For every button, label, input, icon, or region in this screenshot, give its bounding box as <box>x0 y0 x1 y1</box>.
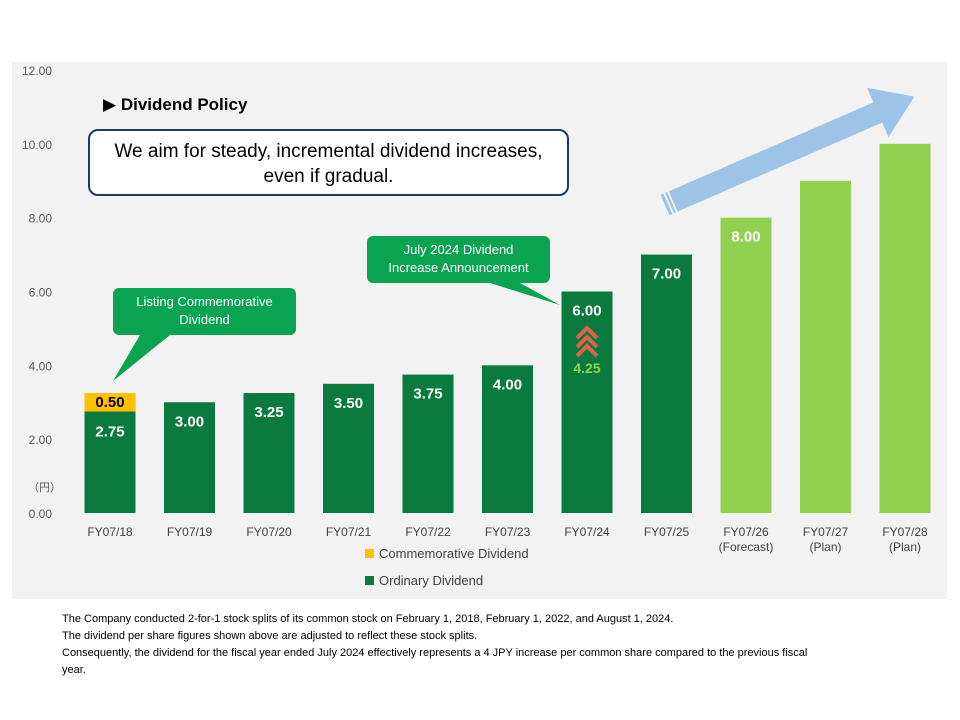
y-tick-label: 12.00 <box>22 64 52 78</box>
footnote-1: The Company conducted 2-for-1 stock spli… <box>62 613 674 625</box>
bar-ordinary-6 <box>561 291 613 513</box>
bar-ordinary-1 <box>164 402 215 513</box>
policy-title-text: Dividend Policy <box>120 95 248 114</box>
legend-label: Commemorative Dividend <box>379 546 529 561</box>
x-tick-label: FY07/25 <box>644 525 690 539</box>
policy-statement-line2: even if gradual. <box>263 166 394 187</box>
july-2024-callout: July 2024 Dividend Increase Announcement <box>367 236 550 283</box>
x-tick-label: FY07/28 <box>882 525 928 539</box>
bar-ordinary-5 <box>482 365 533 513</box>
growth-trend-arrow-icon <box>660 87 915 216</box>
bar-ordinary-4 <box>402 374 454 513</box>
x-tick-label: FY07/18 <box>87 525 133 539</box>
legend-swatch <box>365 576 374 585</box>
bar-ordinary-9 <box>800 180 851 513</box>
footnote-4: year. <box>62 664 86 676</box>
data-label-ordinary: 3.25 <box>254 404 283 421</box>
x-tick-label: FY07/19 <box>167 525 213 539</box>
y-tick-label: 2.00 <box>29 433 53 447</box>
x-tick-label: (Plan) <box>889 540 921 554</box>
y-tick-label: 6.00 <box>29 286 53 300</box>
bar-ordinary-0 <box>84 411 136 513</box>
x-tick-label: FY07/24 <box>564 525 610 539</box>
data-label-ordinary: 4.00 <box>493 376 522 393</box>
july-callout-tail <box>490 283 560 305</box>
x-tick-label: (Plan) <box>809 540 841 554</box>
x-tick-label: FY07/26 <box>723 525 769 539</box>
bar-ordinary-10 <box>879 143 931 514</box>
x-tick-label: FY07/27 <box>803 525 849 539</box>
policy-statement-box: We aim for steady, incremental dividend … <box>88 129 569 196</box>
listing-commemorative-callout: Listing Commemorative Dividend <box>113 288 296 335</box>
x-tick-label: FY07/23 <box>485 525 531 539</box>
y-tick-label: 10.00 <box>22 138 52 152</box>
y-tick-label: 0.00 <box>29 507 53 521</box>
july-callout-line1: July 2024 Dividend <box>403 242 514 257</box>
footnote-3: Consequently, the dividend for the fisca… <box>62 647 808 659</box>
x-tick-label: FY07/21 <box>326 525 372 539</box>
legend-swatch <box>365 549 374 558</box>
july-callout-line2: Increase Announcement <box>388 260 529 275</box>
x-tick-label: (Forecast) <box>719 540 774 554</box>
data-label-ordinary: 3.00 <box>175 413 204 430</box>
bar-ordinary-3 <box>323 383 374 513</box>
legend-label: Ordinary Dividend <box>379 573 483 588</box>
data-label-ordinary: 3.50 <box>334 395 363 412</box>
listing-callout-line1: Listing Commemorative <box>136 294 273 309</box>
y-unit-label: （円） <box>28 481 61 494</box>
policy-statement-line1: We aim for steady, incremental dividend … <box>114 141 543 162</box>
bar-commemorative-0 <box>84 393 136 412</box>
triangle-right-icon: ▶ <box>103 95 117 114</box>
data-label-ordinary: 7.00 <box>652 266 681 283</box>
policy-title: ▶ Dividend Policy <box>103 95 247 115</box>
data-label-commemorative: 0.50 <box>95 394 124 411</box>
y-tick-label: 8.00 <box>29 212 53 226</box>
y-tick-label: 4.00 <box>29 359 53 373</box>
data-label-ordinary: 6.00 <box>572 303 601 320</box>
data-label-ordinary: 8.00 <box>731 229 760 246</box>
bar-ordinary-7 <box>641 254 692 514</box>
listing-callout-tail <box>113 335 170 381</box>
x-tick-label: FY07/20 <box>246 525 292 539</box>
up-chevron-icon <box>575 343 599 358</box>
data-label-ordinary: 2.75 <box>95 423 124 440</box>
data-label-ordinary: 3.75 <box>413 386 442 403</box>
up-chevron-icon <box>575 325 599 340</box>
up-chevron-icon <box>575 334 599 349</box>
footnote-2: The dividend per share figures shown abo… <box>62 630 478 642</box>
bar-ordinary-8 <box>720 217 772 513</box>
previous-dividend-annotation: 4.25 <box>573 360 600 376</box>
x-tick-label: FY07/22 <box>405 525 451 539</box>
listing-callout-line2: Dividend <box>179 312 230 327</box>
bar-ordinary-2 <box>243 393 295 513</box>
